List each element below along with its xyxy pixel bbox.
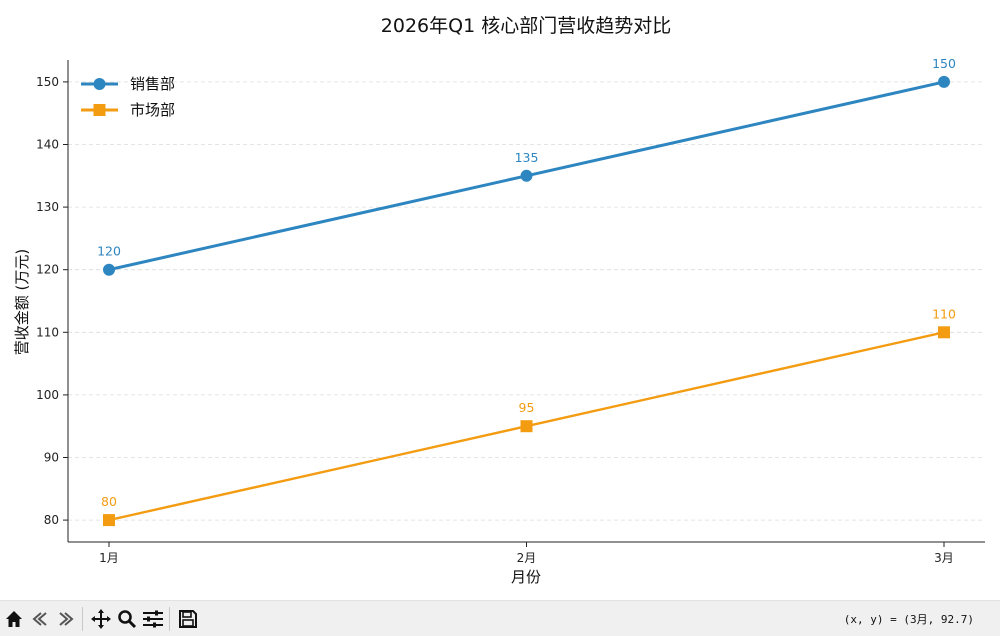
x-tick-label: 3月 <box>934 551 954 565</box>
y-tick-label: 150 <box>36 75 59 89</box>
data-label: 150 <box>932 56 956 71</box>
data-point <box>938 326 950 339</box>
back-icon[interactable] <box>28 606 52 632</box>
legend-label: 销售部 <box>130 75 175 93</box>
data-point <box>520 420 533 433</box>
data-point <box>520 169 533 182</box>
legend-label: 市场部 <box>130 101 175 119</box>
chart-title: 2026年Q1 核心部门营收趋势对比 <box>381 15 671 37</box>
chart-figure: 80 90 100 110 120 130 140 150 1月 2月 3月 120 135 150 80… <box>13 15 985 586</box>
y-tick-label: 140 <box>36 138 59 152</box>
data-point <box>103 263 115 276</box>
y-tick-label: 80 <box>44 513 59 527</box>
y-tick-label: 130 <box>36 200 59 214</box>
axes: 80 90 100 110 120 130 140 150 1月 2月 3月 <box>36 60 985 565</box>
x-tick-label: 1月 <box>99 551 119 565</box>
y-axis-title: 营收金额 (万元) <box>13 249 31 355</box>
data-point <box>938 75 950 88</box>
legend-marker <box>93 104 106 116</box>
grid-lines <box>68 81 985 521</box>
y-tick-label: 100 <box>36 388 59 402</box>
pan-icon[interactable] <box>89 606 113 632</box>
y-tick-label: 120 <box>36 263 59 277</box>
coordinate-readout: (x, y) = (3月, 92.7) <box>843 613 974 626</box>
data-label: 95 <box>519 400 535 415</box>
zoom-icon[interactable] <box>115 606 139 632</box>
data-label: 120 <box>97 244 121 259</box>
series-layer: 120 135 150 80 95 110 <box>97 56 956 527</box>
y-tick-label: 90 <box>44 450 59 464</box>
toolbar-separator <box>82 606 83 631</box>
toolbar-separator <box>169 606 170 631</box>
configure-icon[interactable] <box>141 606 165 632</box>
x-axis-title: 月份 <box>511 568 541 586</box>
save-icon[interactable] <box>176 606 200 632</box>
figure-toolbar: (x, y) = (3月, 92.7) <box>0 600 1000 636</box>
data-point <box>103 514 115 527</box>
data-label: 110 <box>932 306 956 321</box>
home-icon[interactable] <box>2 606 26 632</box>
forward-icon[interactable] <box>54 606 78 632</box>
axis-labels: 2026年Q1 核心部门营收趋势对比 月份 营收金额 (万元) <box>13 15 671 586</box>
data-label: 80 <box>101 494 117 509</box>
data-label: 135 <box>515 150 539 165</box>
x-tick-label: 2月 <box>517 551 537 565</box>
y-tick-label: 110 <box>36 325 59 339</box>
legend-marker <box>93 78 106 90</box>
